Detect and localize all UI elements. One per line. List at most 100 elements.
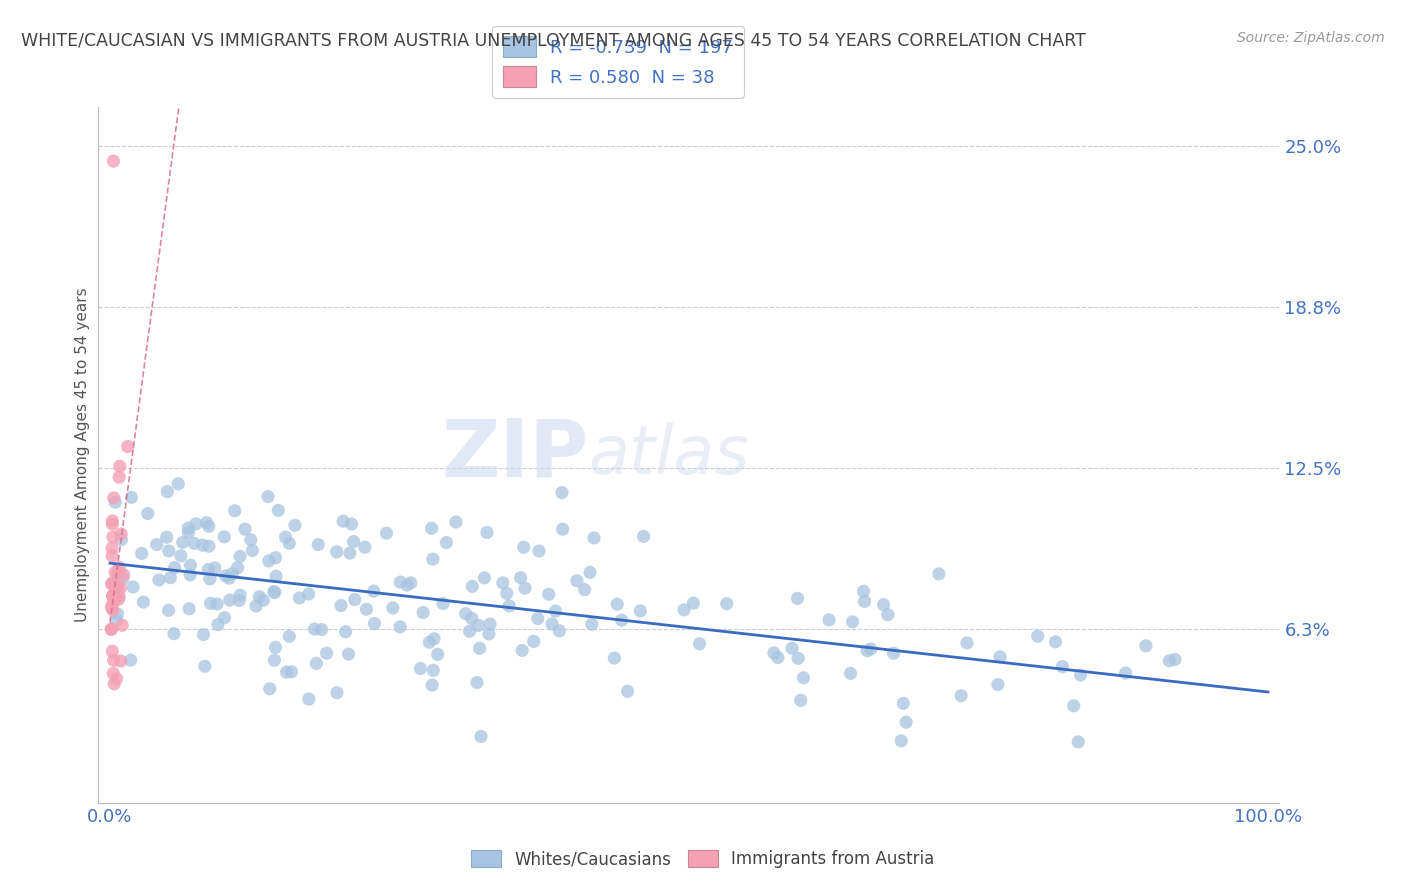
- Point: [1063, 698, 1085, 713]
- Point: [458, 624, 481, 639]
- Point: [101, 517, 124, 532]
- Point: [101, 589, 124, 603]
- Point: [103, 591, 125, 605]
- Point: [420, 521, 443, 535]
- Point: [420, 678, 443, 692]
- Point: [551, 485, 574, 500]
- Point: [315, 646, 337, 660]
- Point: [565, 574, 588, 588]
- Point: [956, 636, 979, 650]
- Point: [218, 593, 240, 607]
- Point: [1135, 639, 1157, 653]
- Point: [159, 571, 181, 585]
- Point: [101, 590, 124, 604]
- Point: [242, 543, 264, 558]
- Point: [311, 623, 333, 637]
- Legend: Whites/Caucasians, Immigrants from Austria: Whites/Caucasians, Immigrants from Austr…: [464, 843, 942, 875]
- Point: [204, 561, 226, 575]
- Point: [1115, 665, 1137, 680]
- Point: [120, 653, 142, 667]
- Point: [179, 601, 201, 615]
- Point: [103, 677, 125, 691]
- Point: [891, 696, 914, 710]
- Point: [298, 692, 321, 706]
- Point: [193, 627, 215, 641]
- Point: [509, 571, 531, 585]
- Point: [131, 546, 153, 560]
- Point: [461, 579, 484, 593]
- Point: [107, 565, 129, 579]
- Point: [581, 617, 603, 632]
- Point: [330, 599, 353, 613]
- Point: [274, 530, 297, 544]
- Point: [280, 665, 302, 679]
- Point: [108, 590, 131, 604]
- Point: [579, 566, 602, 580]
- Point: [112, 568, 135, 582]
- Point: [1159, 654, 1181, 668]
- Point: [544, 604, 567, 618]
- Point: [890, 734, 912, 748]
- Point: [195, 516, 218, 530]
- Point: [363, 616, 385, 631]
- Point: [170, 549, 193, 563]
- Text: atlas: atlas: [589, 422, 749, 488]
- Point: [101, 549, 124, 563]
- Point: [689, 637, 711, 651]
- Point: [479, 617, 502, 632]
- Point: [332, 514, 354, 528]
- Point: [136, 507, 159, 521]
- Point: [101, 603, 124, 617]
- Point: [252, 593, 274, 607]
- Point: [239, 533, 262, 547]
- Point: [478, 627, 501, 641]
- Point: [263, 584, 285, 599]
- Point: [381, 601, 404, 615]
- Point: [852, 584, 875, 599]
- Point: [356, 602, 378, 616]
- Point: [224, 504, 246, 518]
- Point: [288, 591, 311, 605]
- Point: [101, 575, 124, 590]
- Point: [342, 534, 364, 549]
- Point: [278, 629, 301, 643]
- Point: [103, 666, 125, 681]
- Point: [105, 614, 128, 628]
- Point: [498, 599, 520, 613]
- Point: [108, 566, 131, 580]
- Point: [278, 536, 301, 550]
- Point: [226, 561, 249, 575]
- Point: [122, 580, 145, 594]
- Point: [100, 622, 122, 636]
- Point: [104, 495, 127, 509]
- Point: [789, 693, 811, 707]
- Point: [841, 615, 863, 629]
- Point: [780, 641, 803, 656]
- Point: [257, 554, 280, 568]
- Point: [432, 597, 454, 611]
- Point: [184, 516, 207, 531]
- Point: [853, 594, 876, 608]
- Point: [325, 545, 347, 559]
- Point: [233, 522, 256, 536]
- Point: [950, 689, 973, 703]
- Point: [111, 572, 134, 586]
- Point: [418, 635, 440, 649]
- Point: [513, 581, 536, 595]
- Point: [108, 459, 131, 474]
- Point: [205, 597, 228, 611]
- Point: [247, 590, 270, 604]
- Point: [172, 535, 194, 549]
- Point: [839, 666, 862, 681]
- Point: [263, 585, 285, 599]
- Point: [191, 538, 214, 552]
- Point: [221, 566, 243, 581]
- Point: [264, 640, 287, 655]
- Point: [105, 672, 128, 686]
- Point: [103, 154, 125, 169]
- Text: ZIP: ZIP: [441, 416, 589, 494]
- Point: [305, 657, 328, 671]
- Point: [101, 514, 124, 528]
- Point: [145, 537, 167, 551]
- Point: [307, 537, 329, 551]
